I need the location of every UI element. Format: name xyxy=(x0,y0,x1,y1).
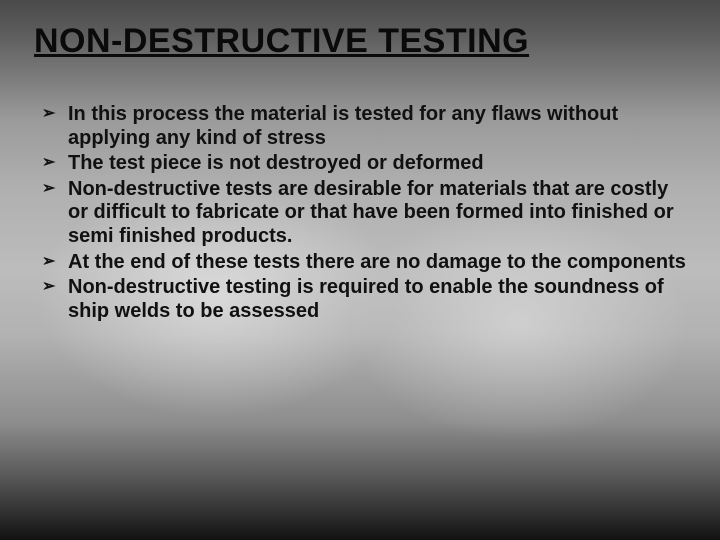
list-item: ➢ Non-destructive tests are desirable fo… xyxy=(42,178,686,249)
bullet-icon: ➢ xyxy=(42,105,55,124)
list-item: ➢ In this process the material is tested… xyxy=(42,103,686,150)
bullet-list: ➢ In this process the material is tested… xyxy=(34,103,686,323)
bullet-text: In this process the material is tested f… xyxy=(68,103,618,149)
bullet-icon: ➢ xyxy=(42,154,55,173)
list-item: ➢ Non-destructive testing is required to… xyxy=(42,276,686,323)
bullet-text: The test piece is not destroyed or defor… xyxy=(68,152,484,174)
slide-container: NON-DESTRUCTIVE TESTING ➢ In this proces… xyxy=(0,0,720,540)
bullet-icon: ➢ xyxy=(42,278,55,297)
list-item: ➢ At the end of these tests there are no… xyxy=(42,251,686,275)
bullet-text: At the end of these tests there are no d… xyxy=(68,251,686,273)
bullet-text: Non-destructive testing is required to e… xyxy=(68,276,664,322)
slide-title: NON-DESTRUCTIVE TESTING xyxy=(34,22,686,61)
bullet-icon: ➢ xyxy=(42,180,55,199)
list-item: ➢ The test piece is not destroyed or def… xyxy=(42,152,686,176)
bullet-icon: ➢ xyxy=(42,253,55,272)
bullet-text: Non-destructive tests are desirable for … xyxy=(68,178,674,247)
